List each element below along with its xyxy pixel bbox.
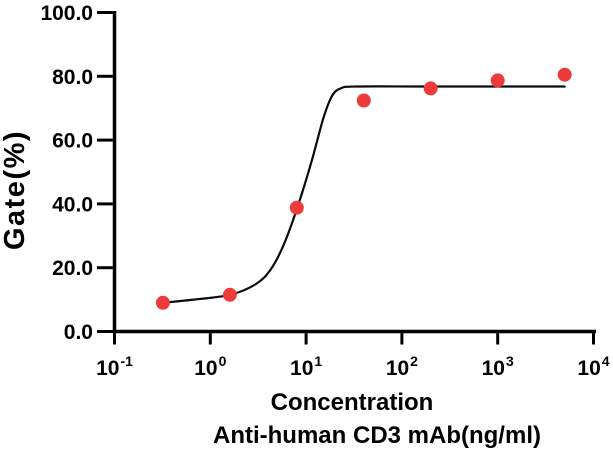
y-tick-label: 80.0	[52, 66, 93, 89]
x-axis-title-line2: Anti-human CD3 mAb(ng/ml)	[213, 422, 541, 449]
y-tick-label: 60.0	[52, 130, 93, 153]
x-tick-label: 10-1	[96, 353, 133, 380]
x-tick-exponent: 2	[410, 353, 418, 369]
x-tick-exponent: 0	[219, 353, 227, 369]
x-tick-exponent: 4	[602, 353, 610, 369]
fit-curve-group	[161, 85, 566, 304]
data-points-group	[155, 67, 572, 310]
data-point	[222, 287, 237, 302]
y-tick-label: 100.0	[40, 2, 93, 25]
x-tick-exponent: 3	[506, 353, 514, 369]
data-point	[490, 73, 505, 88]
x-axis-title-line1: Concentration	[271, 389, 434, 416]
data-point	[423, 81, 438, 96]
data-point	[289, 200, 304, 215]
x-tick-label: 103	[482, 353, 514, 380]
y-tick-label: 40.0	[52, 193, 93, 216]
x-tick-label: 102	[386, 353, 418, 380]
x-tick-label: 100	[194, 353, 226, 380]
data-point	[155, 295, 170, 310]
x-tick-label: 104	[577, 353, 609, 380]
data-point	[557, 67, 572, 82]
x-tick-exponent: -1	[120, 353, 133, 369]
x-tick-exponent: 1	[314, 353, 322, 369]
fit-curve	[161, 85, 566, 304]
x-tick-label: 101	[290, 353, 322, 380]
data-point	[356, 93, 371, 108]
y-axis-title: Gate(%)	[0, 130, 31, 250]
y-tick-label: 0.0	[64, 321, 93, 344]
y-tick-label: 20.0	[52, 257, 93, 280]
